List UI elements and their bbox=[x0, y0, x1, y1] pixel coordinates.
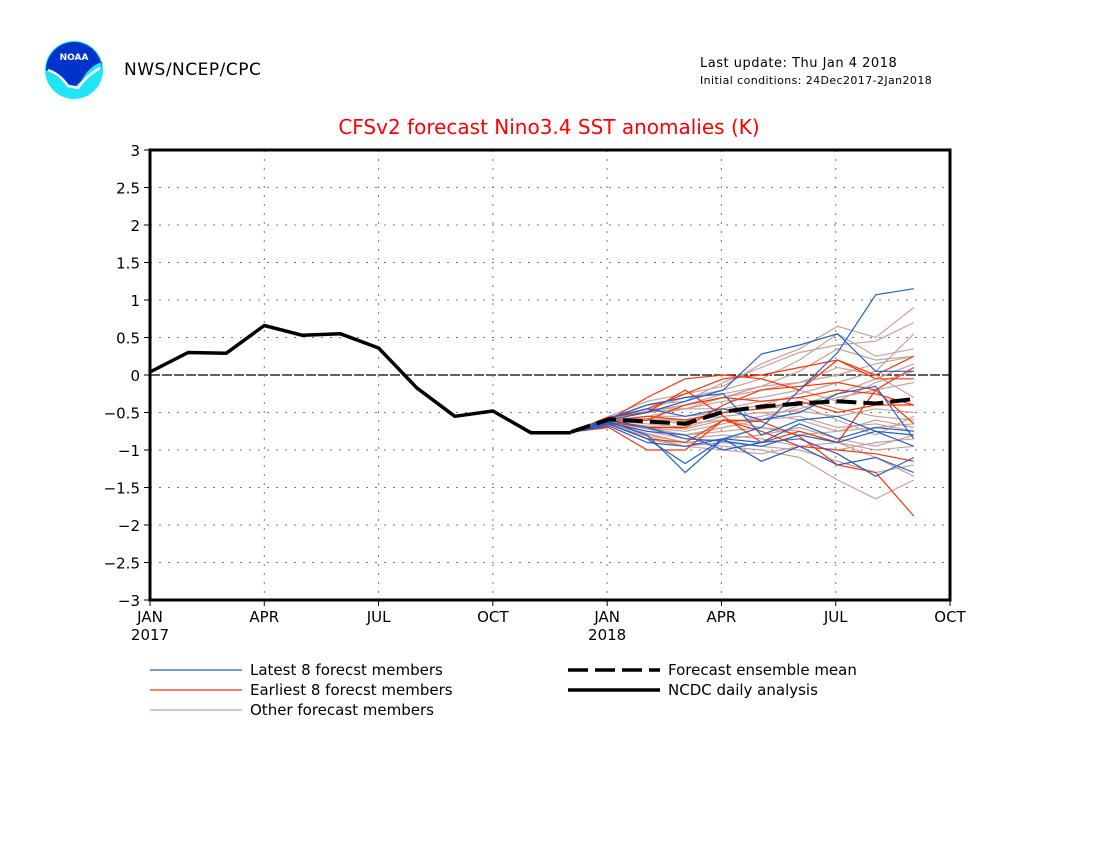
earliest-member-line bbox=[570, 366, 915, 444]
y-tick-label: 3 bbox=[130, 142, 140, 160]
y-tick-label: −3 bbox=[118, 592, 140, 610]
latest-member-line bbox=[570, 333, 914, 433]
earliest-member-line bbox=[570, 359, 914, 433]
organization-label: NWS/NCEP/CPC bbox=[124, 60, 262, 80]
y-tick-label: 1.5 bbox=[116, 255, 140, 273]
chart-title: CFSv2 forecast Nino3.4 SST anomalies (K) bbox=[338, 115, 759, 139]
x-tick-label: APR bbox=[249, 608, 279, 626]
y-tick-label: −2.5 bbox=[104, 555, 140, 573]
ncdc-analysis-line bbox=[149, 323, 571, 435]
logo-text: NOAA bbox=[60, 53, 89, 63]
x-year-label: 2017 bbox=[131, 626, 169, 644]
initial-conditions-text: Initial conditions: 24Dec2017-2Jan2018 bbox=[700, 74, 933, 87]
noaa-logo: NOAA bbox=[44, 40, 104, 100]
legend-other-label: Other forecast members bbox=[250, 701, 434, 719]
latest-member-line bbox=[570, 422, 914, 451]
legend-mean-label: Forecast ensemble mean bbox=[668, 661, 857, 679]
legend: Latest 8 forecst members Earliest 8 forec… bbox=[150, 661, 857, 719]
latest-member-line bbox=[570, 419, 914, 447]
gridlines bbox=[150, 150, 950, 600]
other-member-line bbox=[570, 423, 914, 455]
latest-member-line bbox=[570, 425, 915, 474]
other-member-line bbox=[570, 422, 915, 500]
y-tick-label: −0.5 bbox=[104, 405, 140, 423]
y-tick-label: 2.5 bbox=[116, 180, 140, 198]
y-tick-label: −1 bbox=[118, 442, 140, 460]
main-lines bbox=[149, 323, 915, 435]
x-tick-label: OCT bbox=[934, 608, 966, 626]
x-tick-label: JAN bbox=[136, 608, 163, 626]
y-tick-label: 0 bbox=[130, 367, 140, 385]
x-tick-label: APR bbox=[707, 608, 737, 626]
x-year-label: 2018 bbox=[588, 626, 626, 644]
legend-latest-label: Latest 8 forecst members bbox=[250, 661, 443, 679]
forecast-members bbox=[570, 288, 915, 517]
ensemble-mean-line bbox=[570, 397, 915, 434]
x-tick-label: JUL bbox=[366, 608, 391, 626]
latest-member-line bbox=[570, 288, 914, 474]
x-tick-label: JUL bbox=[823, 608, 848, 626]
x-tick-label: OCT bbox=[477, 608, 509, 626]
legend-earliest-label: Earliest 8 forecst members bbox=[250, 681, 453, 699]
y-tick-label: 2 bbox=[130, 217, 140, 235]
latest-member-line bbox=[570, 423, 915, 477]
x-tick-label: JAN bbox=[593, 608, 620, 626]
latest-member-line bbox=[570, 385, 915, 440]
y-axis: −3 −2.5 −2 −1.5 −1 −0.5 0 0.5 1 1.5 2 2.5 3 bbox=[104, 142, 150, 610]
y-tick-label: −1.5 bbox=[104, 480, 140, 498]
last-update-text: Last update: Thu Jan 4 2018 bbox=[700, 56, 898, 71]
y-tick-label: −2 bbox=[118, 517, 140, 535]
y-tick-label: 1 bbox=[130, 292, 140, 310]
earliest-member-line bbox=[570, 419, 915, 517]
legend-ncdc-label: NCDC daily analysis bbox=[668, 681, 818, 699]
y-tick-label: 0.5 bbox=[116, 330, 140, 348]
earliest-member-line bbox=[570, 381, 915, 433]
